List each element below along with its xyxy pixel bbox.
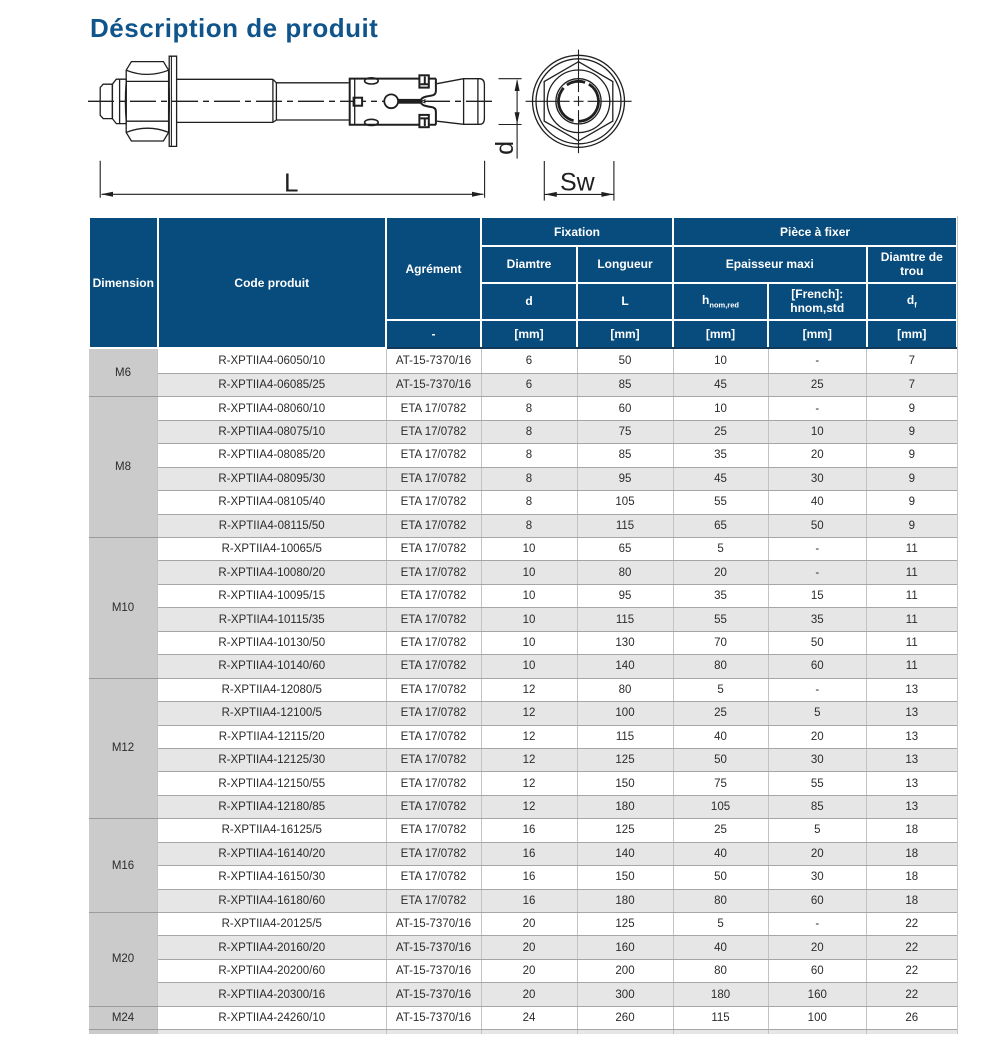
svg-text:d: d [491, 141, 519, 155]
svg-text:L: L [284, 168, 298, 198]
svg-text:Sw: Sw [560, 169, 596, 197]
